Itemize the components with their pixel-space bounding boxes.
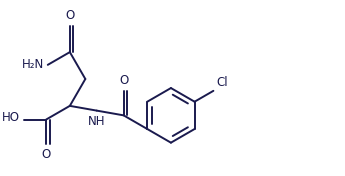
Text: Cl: Cl bbox=[216, 76, 228, 89]
Text: O: O bbox=[119, 74, 128, 87]
Text: H₂N: H₂N bbox=[22, 58, 44, 71]
Text: HO: HO bbox=[2, 111, 20, 124]
Text: O: O bbox=[41, 148, 51, 161]
Text: NH: NH bbox=[88, 115, 106, 128]
Text: O: O bbox=[65, 9, 75, 22]
